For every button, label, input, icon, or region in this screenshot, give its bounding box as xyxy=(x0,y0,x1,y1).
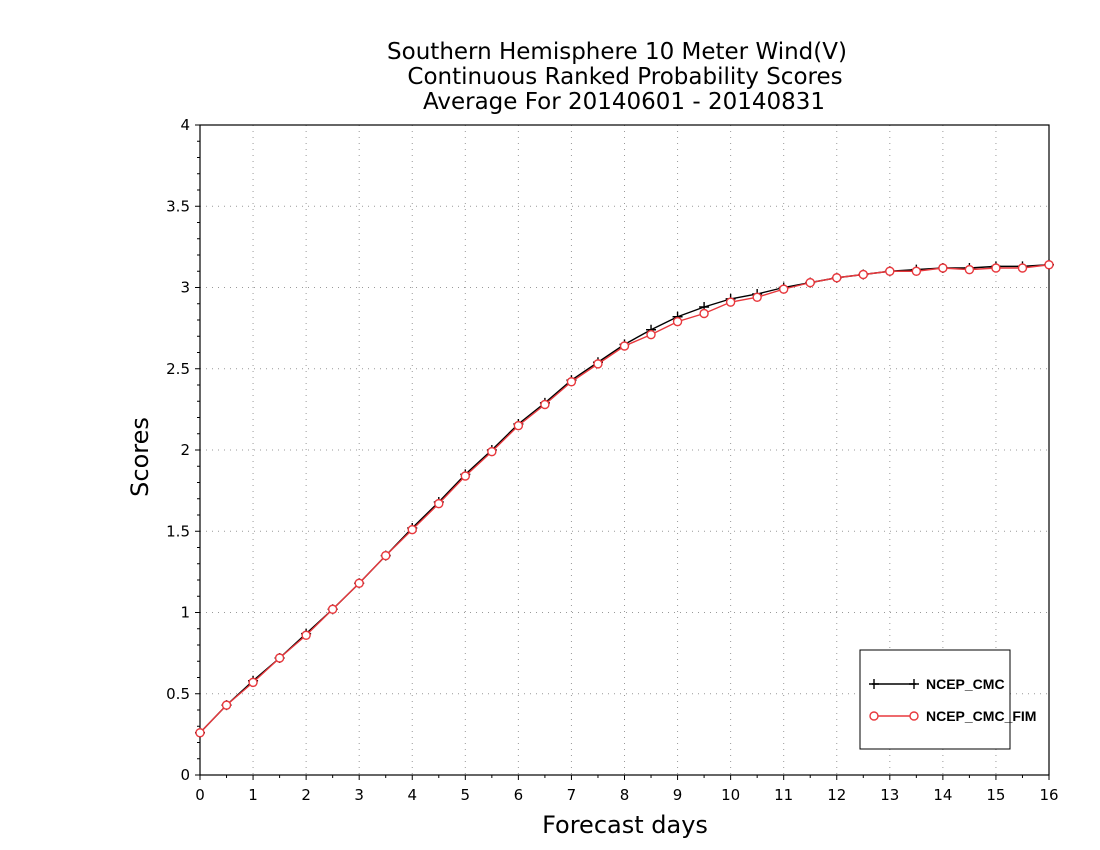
data-point xyxy=(248,677,258,688)
data-point xyxy=(327,604,338,614)
data-point xyxy=(221,700,232,710)
x-tick-label: 9 xyxy=(673,786,683,804)
data-point xyxy=(911,266,922,276)
title-line-2: Continuous Ranked Probability Scores xyxy=(407,64,842,90)
data-point xyxy=(699,308,709,319)
chart-title: Southern Hemisphere 10 Meter Wind(V) Con… xyxy=(387,39,847,115)
x-tick-label: 1 xyxy=(248,786,258,804)
data-point xyxy=(407,524,417,535)
x-tick-label: 8 xyxy=(620,786,630,804)
legend: NCEP_CMC NCEP_CMC_FIM xyxy=(859,649,1036,750)
data-point xyxy=(805,277,815,288)
data-point xyxy=(646,329,656,340)
x-tick-label: 13 xyxy=(880,786,899,804)
x-tick-label: 2 xyxy=(301,786,311,804)
y-tick-label: 2.5 xyxy=(166,360,190,378)
data-point xyxy=(1044,260,1054,270)
legend-marker xyxy=(909,711,919,721)
y-tick-label: 0.5 xyxy=(166,685,190,703)
y-tick-label: 3.5 xyxy=(166,197,190,215)
data-point xyxy=(593,359,603,369)
data-point xyxy=(274,653,285,663)
data-point xyxy=(672,316,683,327)
title-line-3: Average For 20140601 - 20140831 xyxy=(423,89,825,115)
y-tick-label: 3 xyxy=(180,279,190,297)
data-point xyxy=(832,273,842,283)
title-line-1: Southern Hemisphere 10 Meter Wind(V) xyxy=(387,39,847,65)
legend-marker xyxy=(909,679,919,689)
data-point xyxy=(354,578,364,588)
x-tick-label: 15 xyxy=(986,786,1005,804)
x-axis-label: Forecast days xyxy=(542,811,708,839)
data-point xyxy=(858,269,868,280)
grid xyxy=(200,125,1049,775)
legend-marker xyxy=(869,711,879,721)
y-tick-label: 1 xyxy=(180,604,190,622)
data-point xyxy=(513,420,524,431)
legend-label: NCEP_CMC xyxy=(926,676,1005,692)
x-tick-label: 5 xyxy=(461,786,471,804)
axis-ticks: 0 1 2 3 4 5 6 7 8 9 10 11 12 13 14 15 1600.511.522.533.5… xyxy=(166,116,1058,804)
x-tick-label: 14 xyxy=(933,786,952,804)
y-tick-label: 4 xyxy=(180,116,190,134)
x-tick-label: 0 xyxy=(195,786,205,804)
legend-box xyxy=(859,649,1011,750)
data-point xyxy=(1017,263,1028,273)
data-point xyxy=(195,728,205,738)
y-tick-label: 0 xyxy=(180,766,190,784)
data-point xyxy=(885,266,895,276)
data-point xyxy=(778,284,789,294)
data-point xyxy=(752,292,762,302)
data-point xyxy=(460,471,471,481)
data-point xyxy=(566,377,577,387)
data-point xyxy=(725,297,736,307)
legend-label: NCEP_CMC_FIM xyxy=(926,708,1036,724)
x-tick-label: 12 xyxy=(827,786,846,804)
x-tick-label: 3 xyxy=(354,786,364,804)
data-point xyxy=(938,263,948,273)
data-point xyxy=(964,264,975,275)
data-point xyxy=(540,399,550,410)
data-point xyxy=(991,263,1001,273)
y-tick-label: 2 xyxy=(180,441,190,459)
series xyxy=(195,259,1054,738)
y-axis-label: Scores xyxy=(126,417,154,497)
x-tick-label: 16 xyxy=(1039,786,1058,804)
y-tick-label: 1.5 xyxy=(166,522,190,540)
x-tick-label: 6 xyxy=(514,786,524,804)
legend-marker xyxy=(869,679,879,689)
x-tick-label: 11 xyxy=(774,786,793,804)
x-tick-label: 10 xyxy=(721,786,740,804)
x-tick-label: 4 xyxy=(407,786,417,804)
data-point xyxy=(301,630,311,640)
data-point xyxy=(619,341,630,351)
data-point xyxy=(434,498,444,509)
data-point xyxy=(381,550,391,561)
data-point xyxy=(487,446,497,457)
x-tick-label: 7 xyxy=(567,786,577,804)
